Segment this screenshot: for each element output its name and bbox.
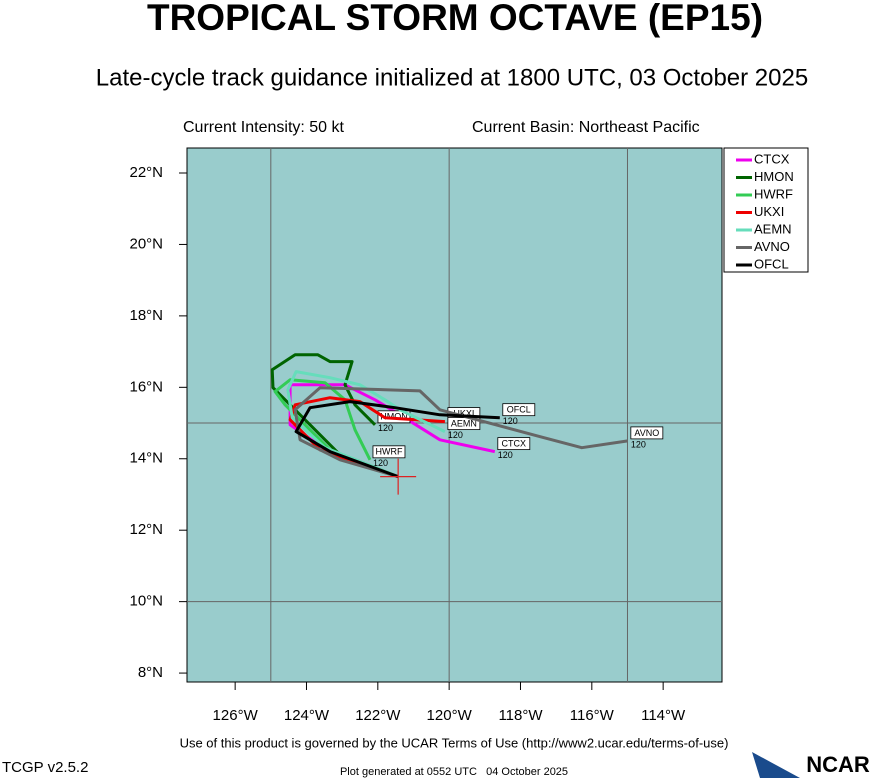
subtitle: Late-cycle track guidance initialized at… [96,64,808,91]
legend-label: UKXI [754,204,784,219]
end-label: AEMN [451,418,477,428]
end-hour: 120 [448,430,463,440]
basin: Current Basin: Northeast Pacific [472,119,700,136]
end-hour: 120 [373,458,388,468]
x-tick-label: 126°W [213,707,259,724]
end-label-box [502,403,536,417]
track-line [273,378,399,478]
legend-label: AVNO [754,239,790,254]
y-tick-label: 22°N [129,164,163,181]
title: TROPICAL STORM OCTAVE (EP15) [147,0,763,38]
x-tick-label: 120°W [427,707,473,724]
track-line [286,370,446,478]
track-line [288,396,445,479]
x-tick-label: 116°W [570,707,615,724]
y-tick-label: 16°N [129,378,163,395]
y-tick-label: 10°N [129,593,163,610]
storm-position [380,458,417,495]
y-tick-label: 8°N [138,664,163,681]
track-line [294,400,500,479]
end-label: HWRF [375,447,402,457]
legend-label: CTCX [754,151,790,166]
y-tick-label: 18°N [129,307,163,324]
logo: NCAR [806,752,870,777]
terms: Use of this product is governed by the U… [180,735,729,750]
generated: Plot generated at 0552 UTC 04 October 20… [340,766,568,778]
end-label: HMON [380,412,408,422]
end-label-box [372,445,406,459]
end-hour: 120 [378,423,393,433]
end-hour: 120 [498,450,513,460]
legend-label: OFCL [754,256,789,271]
legend-label: HMON [754,169,794,184]
end-label: OFCL [507,405,531,415]
intensity: Current Intensity: 50 kt [183,119,345,136]
end-label-box [497,437,531,451]
logo-mark [752,752,800,778]
end-label: CTCX [502,438,527,448]
y-tick-label: 20°N [129,235,163,252]
y-tick-label: 14°N [129,450,163,467]
x-tick-label: 122°W [355,707,401,724]
legend-box [723,147,809,273]
track-line [293,386,629,479]
end-label: AVNO [634,428,659,438]
y-tick-label: 12°N [129,521,163,538]
end-hour: 120 [503,416,518,426]
legend-label: HWRF [754,186,793,201]
end-label: UKXI [453,408,474,418]
end-label-box [630,426,664,440]
version: TCGP v2.5.2 [2,759,88,776]
legend-label: AEMN [754,221,792,236]
map: 126°W 124°W 122°W 120°W 118°W 116°W 114°W 8°N 10… [129,147,809,724]
x-tick-label: 114°W [641,707,686,724]
end-hour: 120 [631,439,646,449]
x-tick-label: 124°W [284,707,330,724]
x-tick-label: 118°W [498,707,543,724]
